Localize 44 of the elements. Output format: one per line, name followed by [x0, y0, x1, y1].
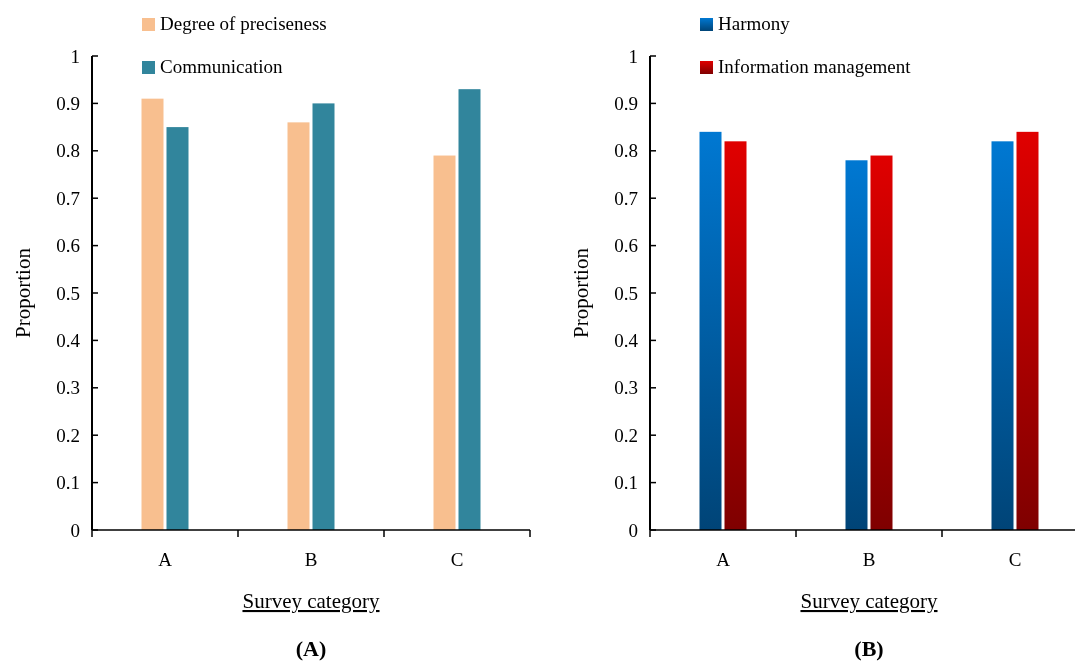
- legend-label: Harmony: [718, 13, 791, 34]
- x-tick-label: A: [158, 549, 173, 570]
- x-tick-label: C: [450, 549, 464, 570]
- y-tick-label: 0.7: [614, 187, 638, 209]
- text: (B): [854, 636, 884, 661]
- legend-label: Communication: [160, 56, 283, 77]
- y-tick-label: 0.8: [614, 140, 638, 162]
- x-tick-label: A: [716, 549, 731, 570]
- x-axis-title: Survey category: [242, 589, 381, 613]
- x-tick-label: C: [1008, 549, 1022, 570]
- y-tick-label: 0.5: [614, 282, 638, 304]
- y-axis-title: Proportion: [569, 247, 593, 338]
- bar: [458, 89, 481, 530]
- y-tick-label: 0: [628, 519, 638, 541]
- y-tick-label: 0.6: [56, 235, 80, 257]
- y-tick-label: 0.9: [56, 93, 80, 115]
- y-tick-label: 0.5: [56, 282, 80, 304]
- x-tick-label: B: [862, 549, 876, 570]
- y-tick-label: 0.4: [56, 330, 81, 352]
- bar: [166, 127, 189, 530]
- y-tick-label: 1: [628, 45, 638, 67]
- y-axis-title: Proportion: [11, 247, 35, 338]
- x-tick-label: B: [304, 549, 318, 570]
- bar: [433, 155, 456, 530]
- bar: [287, 122, 310, 530]
- bar: [141, 98, 164, 530]
- y-tick-label: 0.3: [614, 377, 638, 399]
- y-tick-label: 0.9: [614, 93, 638, 115]
- y-tick-label: 0.3: [56, 377, 80, 399]
- y-tick-label: 0.8: [56, 140, 80, 162]
- x-axis-title: Survey category: [800, 589, 939, 613]
- y-tick-label: 0.4: [614, 330, 639, 352]
- y-tick-label: 1: [70, 45, 80, 67]
- y-tick-label: 0.1: [614, 472, 638, 494]
- y-tick-label: 0.2: [56, 424, 80, 446]
- legend-label: Degree of preciseness: [160, 13, 327, 34]
- legend-label: Information management: [718, 56, 912, 77]
- y-tick-label: 0.2: [614, 424, 638, 446]
- text: (A): [295, 636, 327, 661]
- y-tick-label: 0.7: [56, 187, 80, 209]
- bar: [312, 103, 335, 530]
- y-tick-label: 0: [70, 519, 80, 541]
- y-tick-label: 0.6: [614, 235, 638, 257]
- y-tick-label: 0.1: [56, 472, 80, 494]
